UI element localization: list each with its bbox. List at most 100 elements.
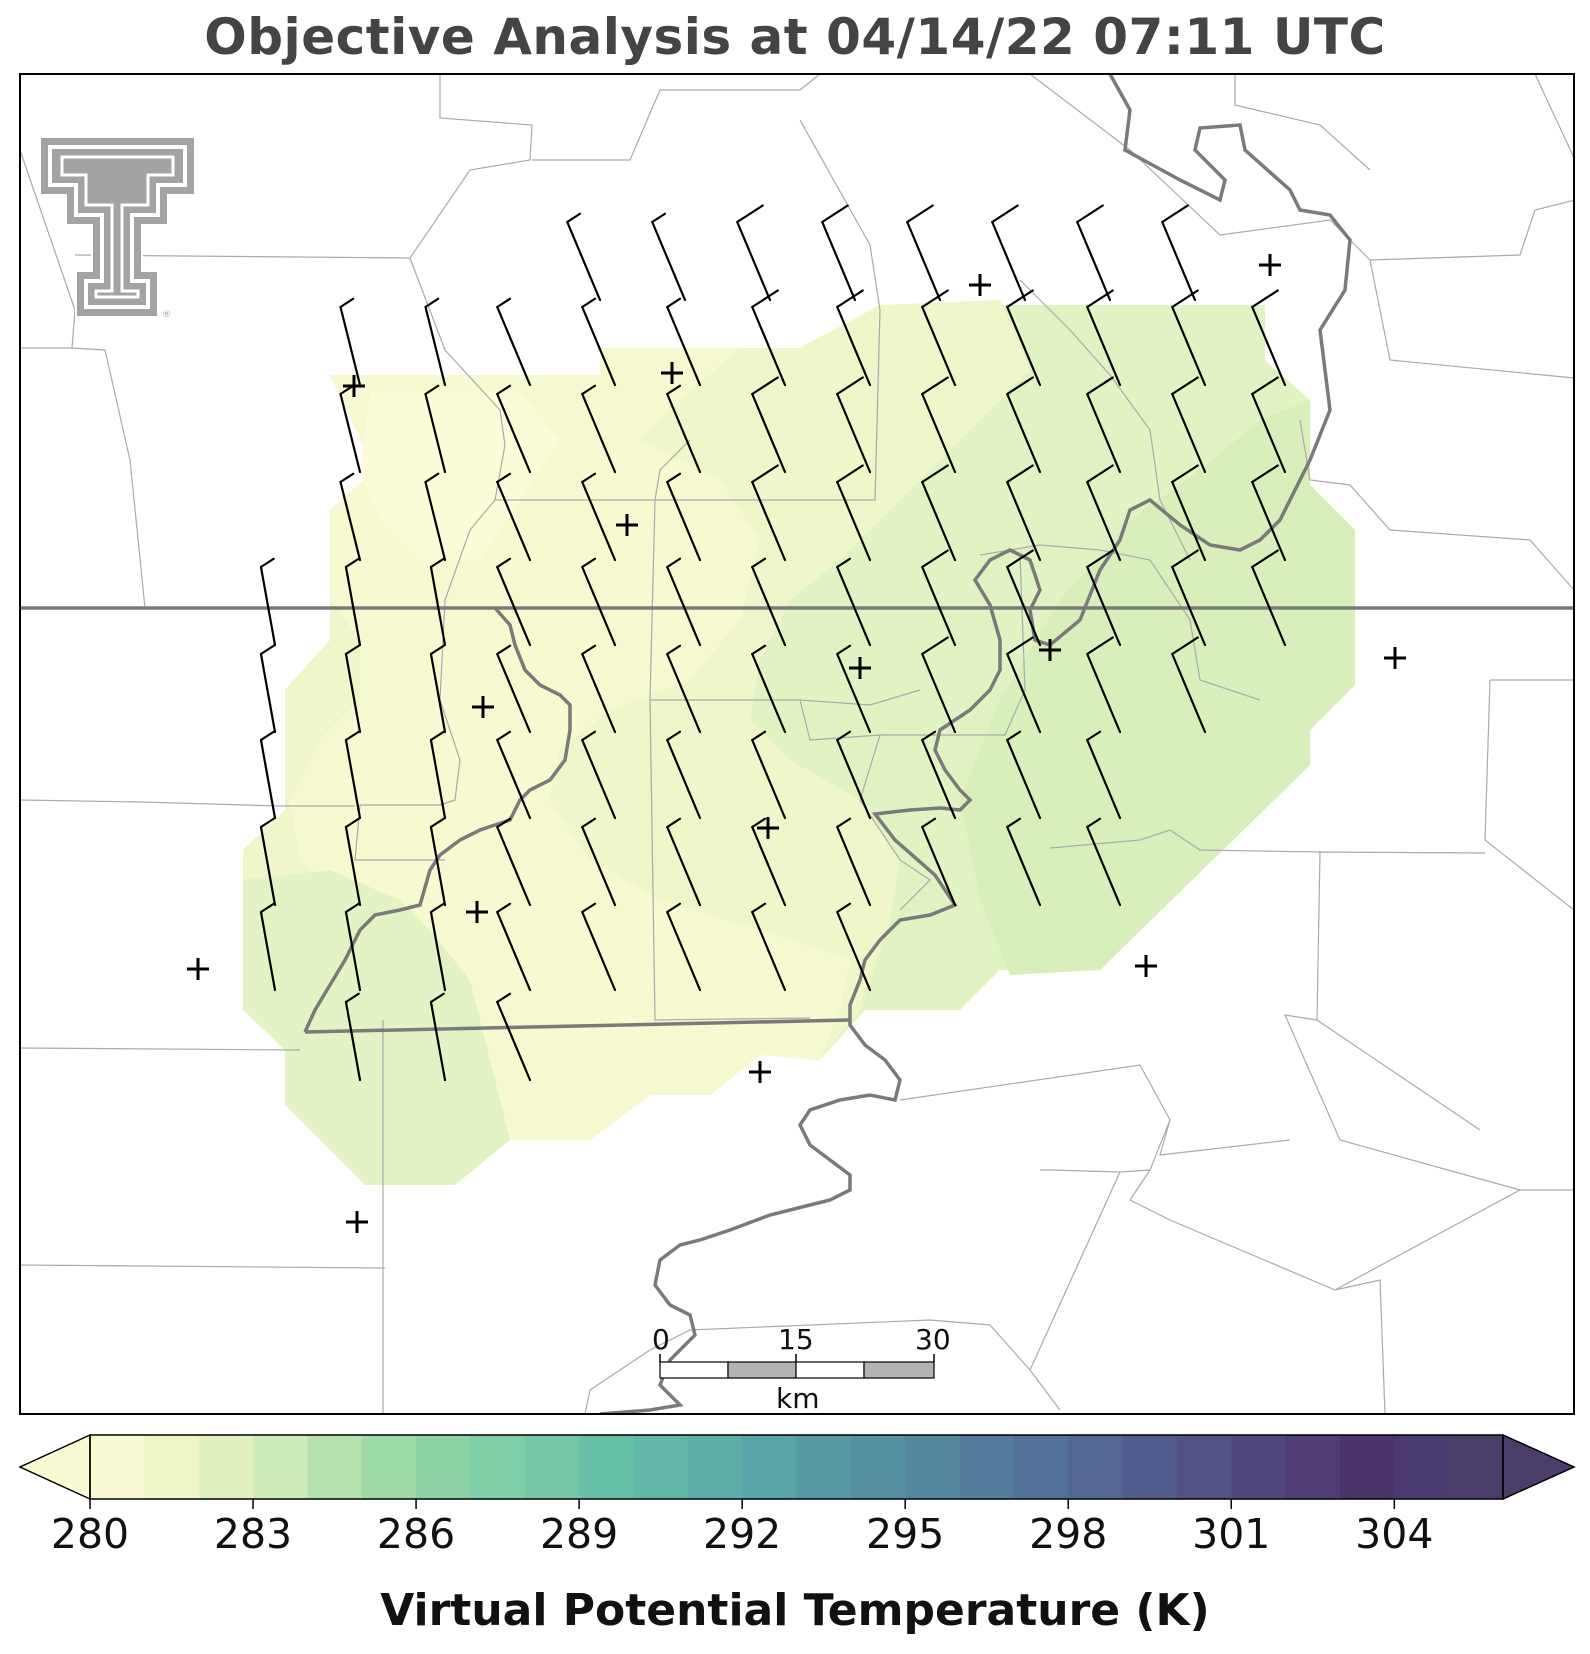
wind-barb	[836, 376, 872, 474]
colorbar-segment	[524, 1435, 580, 1499]
scale-unit: km	[776, 1382, 820, 1415]
wind-barb	[921, 730, 957, 820]
colorbar-tick-label: 283	[213, 1510, 293, 1558]
colorbar-segment	[959, 1435, 1015, 1499]
colorbar-segment	[198, 1435, 254, 1499]
scale-label-30: 30	[915, 1323, 951, 1356]
wind-barb	[581, 384, 617, 474]
wind-barb	[1006, 636, 1042, 734]
colorbar-extend-low	[18, 1433, 91, 1501]
wind-barb	[344, 644, 362, 734]
wind-barb	[666, 384, 702, 474]
wind-barb	[736, 204, 772, 302]
colorbar-segment	[687, 1435, 743, 1499]
wind-barb	[429, 557, 447, 647]
wind-barb	[259, 902, 277, 992]
colorbar-segment	[1176, 1435, 1232, 1499]
wind-barb	[496, 384, 532, 474]
wind-barb	[666, 817, 702, 907]
wind-barb	[344, 730, 362, 820]
wind-barb	[1171, 549, 1207, 647]
colorbar-segment	[579, 1435, 635, 1499]
wind-barb	[344, 817, 362, 907]
colorbar-frame	[89, 1434, 1504, 1500]
wind-barb	[751, 902, 787, 992]
wind-barb	[1006, 289, 1042, 387]
colorbar-segment	[796, 1435, 852, 1499]
wind-barb	[496, 730, 532, 820]
station-markers	[187, 254, 1406, 1233]
wind-barb	[1171, 289, 1207, 387]
colorbar-segment	[1448, 1435, 1504, 1499]
colorbar-segment	[144, 1435, 200, 1499]
analysis-fill	[243, 300, 1355, 1185]
river	[599, 74, 1352, 1414]
wind-barb	[666, 472, 702, 562]
wind-barb	[259, 817, 277, 907]
colorbar-tick-label: 286	[376, 1510, 456, 1558]
theta-v-fill-280	[360, 392, 560, 560]
wind-barb	[1086, 289, 1122, 387]
colorbar	[18, 1433, 1576, 1509]
wind-barb	[666, 557, 702, 647]
wind-barb	[1006, 817, 1042, 907]
station-marker	[1039, 639, 1061, 661]
colorbar-segment	[905, 1435, 961, 1499]
wind-barb	[821, 204, 857, 302]
wind-barb	[496, 472, 532, 562]
wind-barb	[581, 817, 617, 907]
colorbar-extend-high	[1502, 1433, 1576, 1501]
colorbar-tick-label: 304	[1355, 1510, 1434, 1558]
wind-barb	[751, 730, 787, 820]
wind-barb	[496, 992, 532, 1082]
wind-barb	[581, 730, 617, 820]
colorbar-title: Virtual Potential Temperature (K)	[380, 1585, 1210, 1636]
wind-barb	[751, 557, 787, 647]
state-lines	[20, 74, 1574, 1414]
wind-barb	[836, 644, 872, 734]
wind-barb	[836, 557, 872, 647]
map-frame	[19, 73, 1575, 1415]
wind-barb	[566, 212, 602, 302]
colorbar-segment	[1285, 1435, 1341, 1499]
colorbar-segment	[1339, 1435, 1395, 1499]
colorbar-segment	[253, 1435, 308, 1499]
wind-barb	[1006, 549, 1042, 647]
wind-barb	[496, 817, 532, 907]
station-marker	[1135, 955, 1157, 977]
wind-barb	[1006, 376, 1042, 474]
wind-barb	[1171, 376, 1207, 474]
station-marker	[1384, 647, 1406, 669]
scale-bar	[659, 1354, 935, 1379]
wind-barb	[906, 204, 942, 302]
wind-barb	[424, 472, 447, 562]
wind-barb	[666, 730, 702, 820]
wind-barb	[1086, 817, 1122, 907]
wind-barb	[921, 289, 957, 387]
colorbar-tick-label: 295	[866, 1510, 945, 1558]
colorbar-segment	[850, 1435, 906, 1499]
station-marker	[661, 362, 683, 384]
wind-barb	[666, 902, 702, 992]
wind-barb	[1086, 636, 1122, 734]
map-title: Objective Analysis at 04/14/22 07:11 UTC	[204, 8, 1386, 66]
wind-barb	[751, 289, 787, 387]
wind-barb	[921, 549, 957, 647]
colorbar-tick-label: 280	[50, 1510, 130, 1558]
wind-barb	[496, 557, 532, 647]
wind-barb	[581, 297, 617, 387]
colorbar-segment	[1013, 1435, 1069, 1499]
wind-barb	[751, 464, 787, 562]
wind-barb	[836, 289, 872, 387]
wind-barb	[1251, 376, 1287, 474]
colorbar-tick-label: 301	[1192, 1510, 1271, 1558]
scale-label-0: 0	[652, 1323, 670, 1356]
station-marker	[749, 1061, 771, 1083]
station-marker	[343, 375, 365, 397]
wind-barb	[496, 902, 532, 992]
wind-barb	[429, 644, 447, 734]
station-marker	[187, 958, 209, 980]
wind-barb	[429, 902, 447, 992]
colorbar-segment	[633, 1435, 689, 1499]
